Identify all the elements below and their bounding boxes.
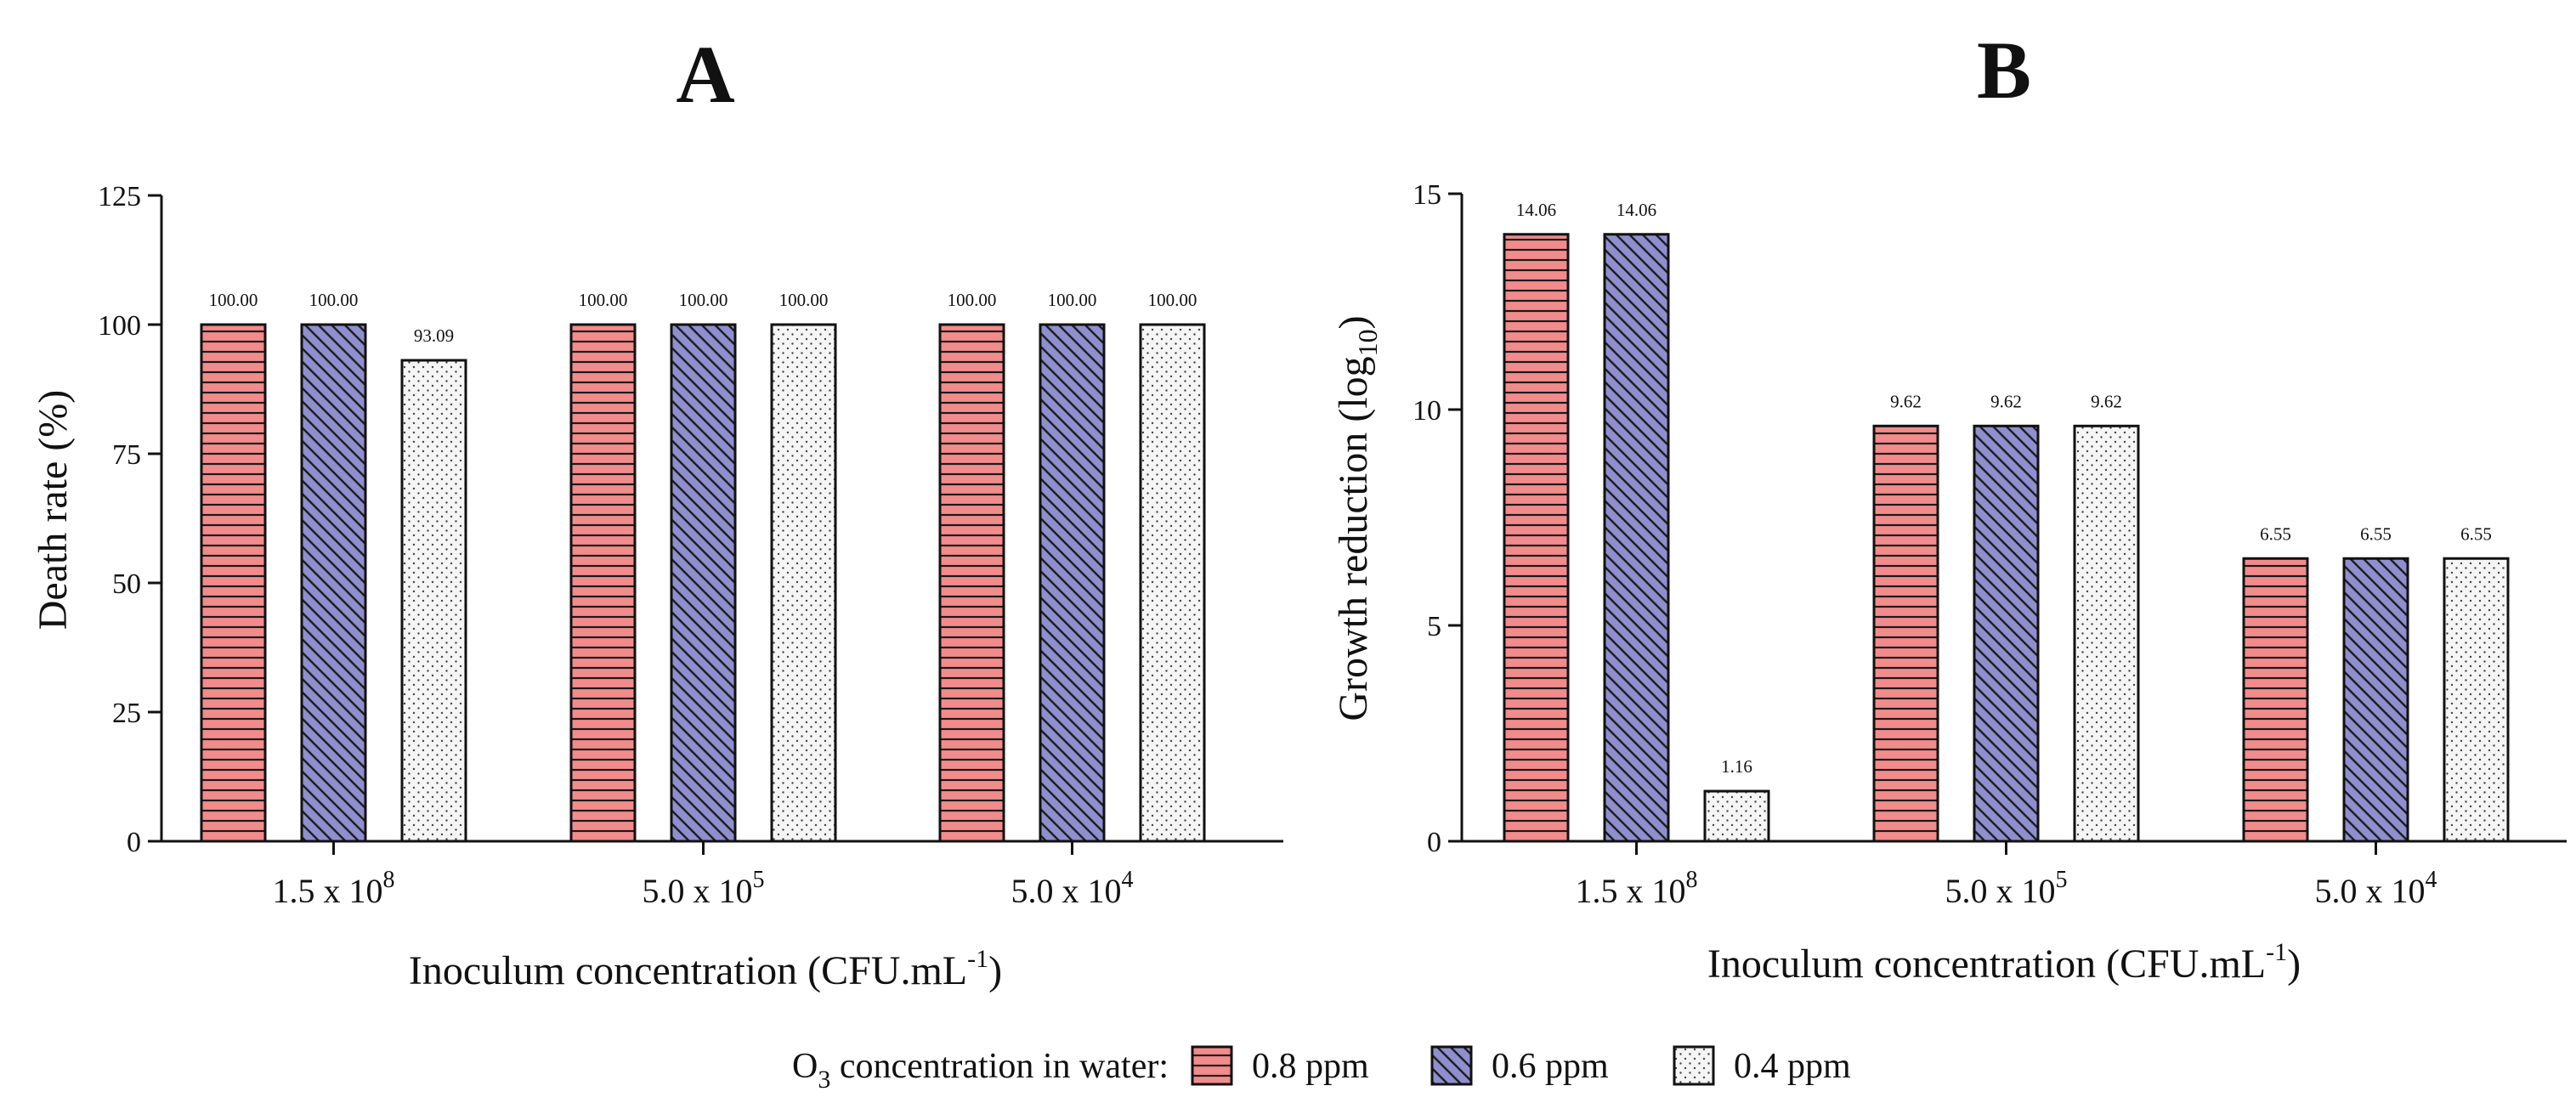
- panel-a-x-axis-title-main: Inoculum concentration (CFU.mL: [409, 948, 967, 993]
- panel-a-x-axis-title-sup: -1: [967, 945, 988, 973]
- panel-b-title: B: [1977, 25, 2031, 116]
- panel-b-y-axis-title-main: Growth reduction (log: [1331, 356, 1376, 721]
- panel-b-data-label: 9.62: [2091, 391, 2122, 411]
- panel-b-x-axis-title-main: Inoculum concentration (CFU.mL: [1707, 942, 2266, 987]
- panel-b: B Growth reduction (log10) Inoculum conc…: [1331, 25, 2567, 987]
- panel-b-x-axis-title-end: ): [2287, 942, 2301, 987]
- panel-b-bar-04ppm-cat3: [2443, 557, 2510, 843]
- panel-b-y-axis-title: Growth reduction (log10): [1331, 315, 1383, 721]
- panel-a-y-tick-label: 50: [112, 568, 141, 600]
- panel-b-bar-08ppm-cat3: [2242, 557, 2309, 843]
- panel-a-y-axis-title: Death rate (%): [31, 390, 76, 631]
- panel-b-data-label: 6.55: [2460, 523, 2492, 544]
- panel-b-x-axis-title: Inoculum concentration (CFU.mL-1): [1707, 938, 2301, 987]
- panel-b-data-label: 6.55: [2360, 523, 2392, 544]
- panel-a-data-label: 100.00: [209, 290, 258, 310]
- legend-title-prefix: O: [792, 1047, 818, 1086]
- panel-b-data-label: 9.62: [1890, 391, 1922, 411]
- legend-title-sub: 3: [818, 1066, 830, 1094]
- panel-b-y-tick-label: 15: [1413, 179, 1441, 211]
- panel-b-bar-06ppm-cat2: [1973, 424, 2040, 843]
- panel-b-category-label: 5.0 x 105: [1945, 867, 2068, 910]
- panel-a-data-label: 100.00: [1148, 290, 1197, 310]
- panel-b-data-label: 6.55: [2260, 523, 2291, 544]
- panel-b-y-axis-title-end: ): [1331, 315, 1376, 329]
- panel-a-category-label: 5.0 x 105: [643, 867, 765, 910]
- panel-a-y-tick-label: 75: [112, 439, 141, 471]
- panel-b-data-label: 14.06: [1516, 200, 1556, 220]
- panel-b-plot: 0 5 10 15 14.06 14.06 1.16 1.5 x 108 9.62 9.62 9.6…: [1413, 179, 2567, 910]
- panel-b-category-label: 1.5 x 108: [1576, 867, 1698, 910]
- panel-a-y-tick-label: 0: [127, 827, 141, 858]
- legend-label-08ppm: 0.8 ppm: [1252, 1047, 1369, 1086]
- panel-a-bar-08ppm-cat3: [938, 323, 1005, 843]
- legend-title: O3 concentration in water:: [792, 1047, 1169, 1094]
- panel-b-bar-08ppm-cat2: [1872, 424, 1939, 843]
- legend-swatch-08ppm: [1191, 1045, 1233, 1086]
- legend-label-06ppm: 0.6 ppm: [1492, 1047, 1609, 1086]
- legend-swatch-04ppm: [1673, 1045, 1715, 1086]
- panel-a-bar-04ppm-cat3: [1139, 323, 1206, 843]
- panel-a-bar-08ppm-cat1: [200, 323, 267, 843]
- panel-b-bar-06ppm-cat3: [2342, 557, 2409, 843]
- panel-b-category-label: 5.0 x 104: [2315, 867, 2437, 910]
- panel-a-data-label: 100.00: [948, 290, 997, 310]
- panel-b-bar-04ppm-cat2: [2073, 424, 2140, 843]
- legend: O3 concentration in water: 0.8 ppm 0.6 pp…: [792, 1045, 1851, 1094]
- panel-a-x-axis-title-end: ): [988, 948, 1002, 993]
- panel-a-bar-08ppm-cat2: [569, 323, 637, 843]
- panel-a-data-label: 100.00: [309, 290, 359, 310]
- panel-a-bar-06ppm-cat2: [670, 323, 737, 843]
- panel-a-y-tick-label: 125: [98, 181, 141, 212]
- panel-a-category-label: 5.0 x 104: [1011, 867, 1134, 910]
- panel-b-y-tick-label: 0: [1427, 827, 1441, 858]
- panel-b-x-axis-title-sup: -1: [2266, 938, 2287, 966]
- panel-a-title: A: [676, 29, 734, 120]
- panel-a-data-label: 100.00: [1048, 290, 1097, 310]
- panel-b-data-label: 9.62: [1990, 391, 2022, 411]
- panel-a-data-label: 100.00: [579, 290, 628, 310]
- panel-a-bar-04ppm-cat2: [770, 323, 837, 843]
- legend-label-04ppm: 0.4 ppm: [1734, 1047, 1851, 1086]
- panel-a-y-tick-label: 25: [112, 698, 141, 729]
- panel-a-data-label: 100.00: [779, 290, 829, 310]
- panel-b-data-label: 1.16: [1721, 756, 1752, 777]
- panel-a-plot: 0 25 50 75 100 125 100.00 100.00 93.09 1.5 x 108 1…: [98, 181, 1283, 910]
- panel-a-bar-04ppm-cat1: [400, 359, 467, 843]
- panel-b-data-label: 14.06: [1616, 200, 1656, 220]
- panel-a: A Death rate (%) Inoculum concentration …: [31, 29, 1283, 993]
- panel-b-bar-06ppm-cat1: [1603, 233, 1670, 843]
- legend-swatch-06ppm: [1430, 1045, 1473, 1086]
- panel-b-y-axis-title-sub: 10: [1352, 329, 1383, 356]
- panel-b-y-tick-label: 10: [1413, 395, 1441, 427]
- panel-a-category-label: 1.5 x 108: [273, 867, 395, 910]
- panel-a-bar-06ppm-cat1: [300, 323, 367, 843]
- legend-items: 0.8 ppm 0.6 ppm 0.4 ppm: [1191, 1045, 1851, 1086]
- panel-b-y-tick-label: 5: [1427, 611, 1441, 642]
- panel-b-bar-04ppm-cat1: [1703, 789, 1770, 843]
- legend-title-rest: concentration in water:: [830, 1047, 1169, 1086]
- panel-a-data-label: 100.00: [679, 290, 728, 310]
- panel-b-bar-08ppm-cat1: [1503, 233, 1570, 843]
- panel-a-y-tick-label: 100: [98, 310, 141, 342]
- panel-a-data-label: 93.09: [414, 325, 454, 346]
- panel-a-bar-06ppm-cat3: [1039, 323, 1106, 843]
- panel-a-x-axis-title: Inoculum concentration (CFU.mL-1): [409, 945, 1002, 993]
